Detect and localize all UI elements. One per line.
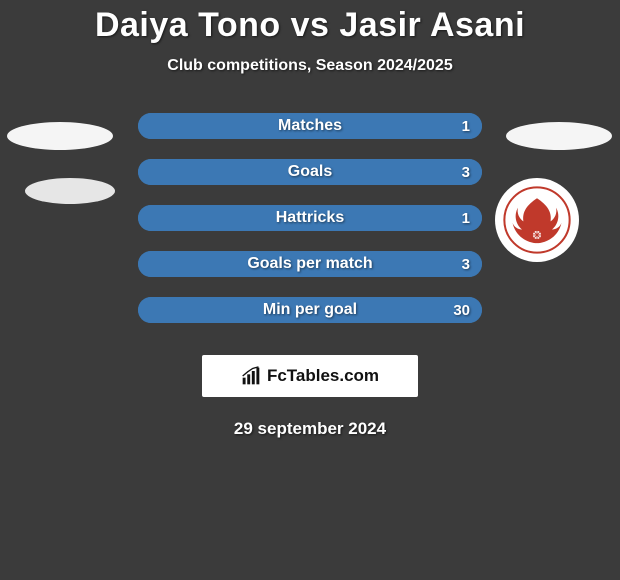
date-label: 29 september 2024 <box>0 419 620 439</box>
stat-label: Matches <box>278 117 342 135</box>
stat-value-right: 3 <box>462 164 470 181</box>
stat-value-right: 1 <box>462 210 470 227</box>
phoenix-crest-icon <box>503 186 571 254</box>
stat-value-right: 1 <box>462 118 470 135</box>
stat-value-right: 30 <box>453 302 470 319</box>
club-badge-right <box>495 178 579 262</box>
stat-label: Goals <box>288 163 332 181</box>
stat-label: Hattricks <box>276 209 344 227</box>
stat-label: Min per goal <box>263 301 357 319</box>
stat-row: Goals per match 3 <box>138 251 482 277</box>
page-title: Daiya Tono vs Jasir Asani <box>0 0 620 45</box>
stat-row: Hattricks 1 <box>138 205 482 231</box>
stat-row: Goals 3 <box>138 159 482 185</box>
subtitle: Club competitions, Season 2024/2025 <box>0 57 620 75</box>
stat-row: Min per goal 30 <box>138 297 482 323</box>
player-avatar-left <box>7 122 113 150</box>
club-badge-left <box>25 178 115 204</box>
player-avatar-right <box>506 122 612 150</box>
branding-text: FcTables.com <box>267 366 379 386</box>
stat-value-right: 3 <box>462 256 470 273</box>
stat-row: Matches 1 <box>138 113 482 139</box>
branding-box: FcTables.com <box>202 355 418 397</box>
chart-icon <box>241 366 261 386</box>
stat-label: Goals per match <box>247 255 372 273</box>
